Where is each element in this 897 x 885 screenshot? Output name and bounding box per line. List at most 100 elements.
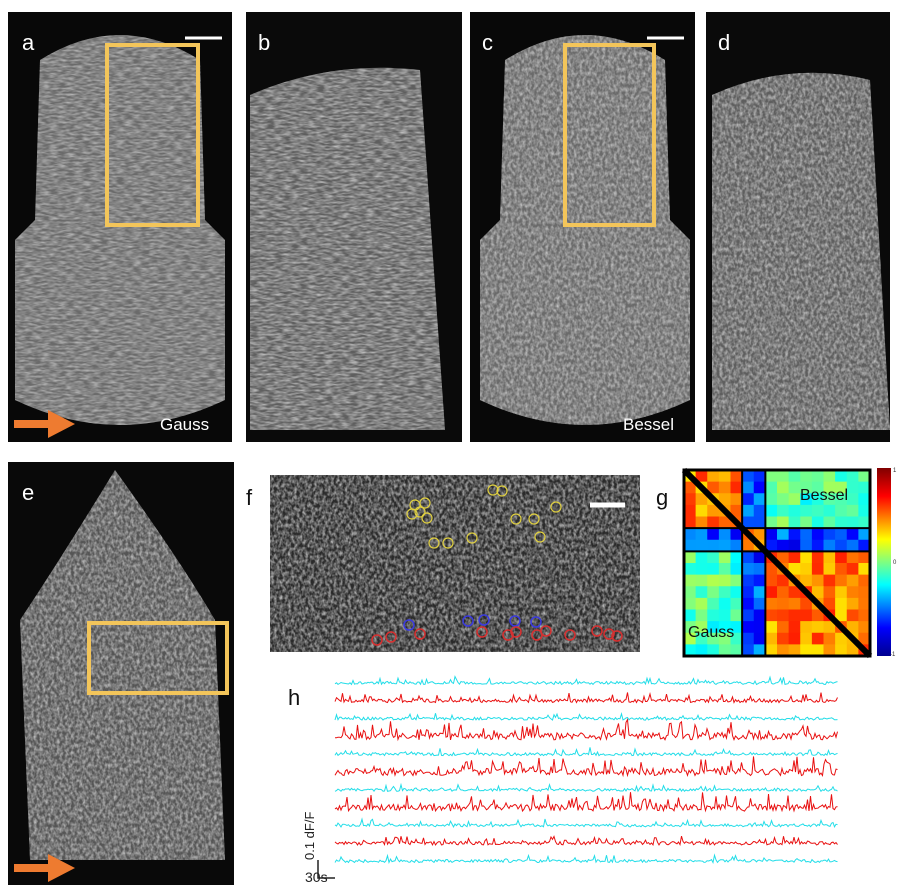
colorbar [877,468,891,656]
matrix-cell [696,598,708,610]
matrix-cell [707,598,719,610]
matrix-cell [707,575,719,587]
matrix-cell [707,610,719,622]
matrix-cell [789,610,801,622]
matrix-cell [696,551,708,563]
matrix-cell [789,633,801,645]
matrix-cell [800,470,812,482]
matrix-cell [754,563,766,575]
matrix-cell [684,586,696,598]
panel-d [706,12,890,442]
matrix-cell [754,482,766,494]
matrix-cell [765,482,777,494]
matrix-cell [765,598,777,610]
matrix-cell [707,586,719,598]
panel-label: e [22,480,34,505]
matrix-cell [754,517,766,529]
trace [335,720,838,740]
matrix-cell [812,575,824,587]
matrix-cell [812,540,824,552]
matrix-cell [719,598,731,610]
matrix-cell [684,505,696,517]
matrix-cell [777,517,789,529]
matrix-cell [754,493,766,505]
matrix-cell [731,575,743,587]
matrix-cell [800,517,812,529]
matrix-cell [847,598,859,610]
matrix-cell [777,621,789,633]
matrix-cell [800,540,812,552]
matrix-cell [824,633,836,645]
matrix-cell [777,633,789,645]
matrix-cell [742,482,754,494]
matrix-cell [789,493,801,505]
panel-label: a [22,30,35,55]
matrix-cell [812,551,824,563]
matrix-cell [731,540,743,552]
matrix-cell [800,633,812,645]
matrix-cell [707,470,719,482]
matrix-cell [789,505,801,517]
matrix-cell [812,563,824,575]
figure: 0.1 dF/F 30s a b c d e f g h Gauss Besse… [0,0,897,885]
trace [335,693,838,703]
matrix-cell [800,551,812,563]
matrix-cell [696,563,708,575]
matrix-cell [765,493,777,505]
trace [335,756,838,775]
panel-f [270,475,640,652]
panel-label: c [482,30,493,55]
matrix-cell [765,517,777,529]
matrix-cell [684,528,696,540]
matrix-cell [742,586,754,598]
matrix-cell [742,470,754,482]
matrix-cell [789,528,801,540]
matrix-cell [835,505,847,517]
panel-a [8,12,232,442]
matrix-cell [789,470,801,482]
matrix-cell [742,621,754,633]
matrix-cell [719,610,731,622]
matrix-cell [742,551,754,563]
matrix-cell [812,470,824,482]
trace [335,677,838,685]
matrix-cell [824,586,836,598]
matrix-cell [754,470,766,482]
matrix-cell [696,505,708,517]
matrix-cell [765,470,777,482]
matrix-cell [707,551,719,563]
matrix-cell [765,610,777,622]
matrix-cell [742,633,754,645]
matrix-cell [800,563,812,575]
matrix-cell [847,540,859,552]
trace [335,855,838,862]
trace [335,792,838,811]
scale-y: 0.1 dF/F [302,812,317,860]
matrix-cell [835,517,847,529]
matrix-cell [835,528,847,540]
matrix-cell [719,540,731,552]
matrix-cell [789,551,801,563]
caption: Gauss [160,415,209,434]
matrix-cell [847,493,859,505]
matrix-cell [789,540,801,552]
matrix-cell [847,517,859,529]
matrix-cell [765,586,777,598]
trace [335,819,838,827]
matrix-cell [754,505,766,517]
matrix-cell [847,610,859,622]
matrix-cell [800,505,812,517]
matrix-cell [847,551,859,563]
matrix-cell [696,528,708,540]
matrix-cell [754,598,766,610]
matrix-cell [754,586,766,598]
matrix-cell [847,470,859,482]
panel-label: b [258,30,270,55]
panel-label: h [288,685,300,710]
caption: Bessel [623,415,674,434]
matrix-cell [684,493,696,505]
colorbar-label: -1 [890,652,896,658]
panel-e [8,462,234,885]
matrix-cell [824,563,836,575]
traces [335,677,838,863]
